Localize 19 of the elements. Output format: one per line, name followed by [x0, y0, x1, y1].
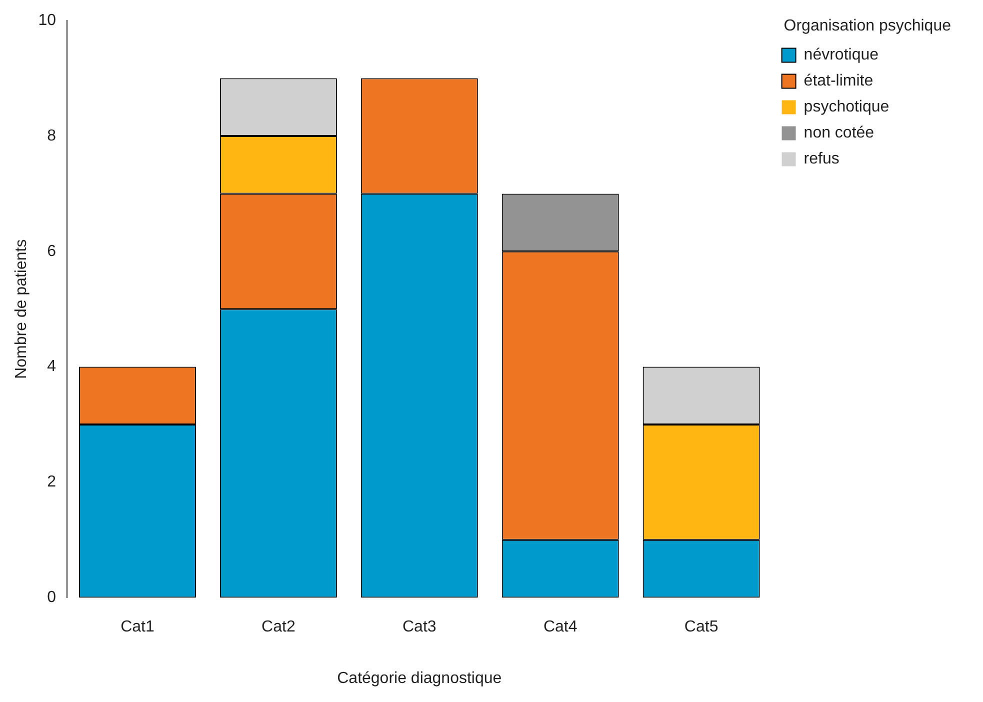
- legend-title: Organisation psychique: [784, 17, 952, 34]
- legend-label: refus: [804, 150, 840, 168]
- y-tick-label: 4: [47, 358, 56, 376]
- x-tick-label: Cat5: [684, 618, 718, 636]
- x-tick-label: Cat2: [262, 618, 296, 636]
- legend-label: psychotique: [804, 98, 890, 116]
- y-tick-label: 8: [47, 127, 56, 144]
- y-tick-label: 2: [47, 474, 56, 491]
- legend-label: névrotique: [804, 46, 879, 64]
- y-tick-label: 10: [38, 12, 56, 30]
- legend-label: état-limite: [804, 72, 874, 90]
- y-tick-label: 6: [47, 242, 56, 260]
- legend-label: non cotée: [804, 124, 874, 142]
- x-axis-title: Catégorie diagnostique: [337, 670, 502, 687]
- y-tick-label: 0: [47, 589, 56, 606]
- y-axis-title: Nombre de patients: [13, 239, 30, 379]
- x-tick-label: Cat4: [543, 618, 578, 636]
- x-tick-label: Cat3: [402, 618, 436, 636]
- x-tick-label: Cat1: [120, 618, 154, 636]
